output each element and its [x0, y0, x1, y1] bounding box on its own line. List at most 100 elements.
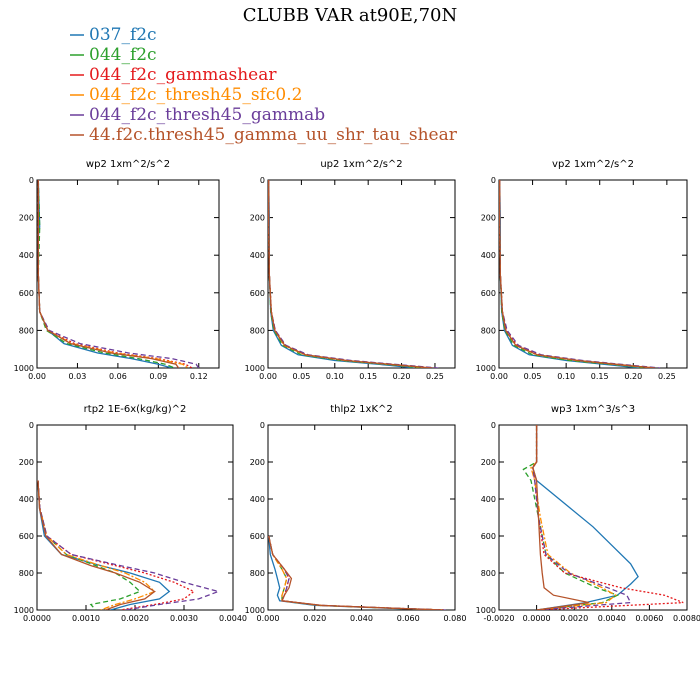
x-tick-label: 0.080 — [444, 614, 467, 623]
series-line-5 — [37, 480, 221, 610]
plot-frame — [267, 179, 456, 369]
x-tick-label: 0.09 — [149, 372, 167, 381]
y-tick-label: 800 — [250, 569, 265, 578]
x-tick-label: 0.0020 — [121, 614, 149, 623]
plot-frame — [498, 424, 688, 611]
x-tick-label: 0.03 — [69, 372, 87, 381]
series-line-5 — [37, 180, 200, 368]
y-tick-label: 200 — [19, 458, 34, 467]
y-tick-label: 1000 — [245, 606, 265, 615]
y-tick-label: 400 — [481, 251, 496, 260]
x-tick-label: 0.020 — [303, 614, 326, 623]
series-line-4 — [268, 180, 429, 368]
series-line-2 — [37, 180, 175, 368]
y-tick-label: 400 — [19, 495, 34, 504]
chart-title: CLUBB VAR at90E,70N — [243, 5, 458, 26]
x-tick-label: 0.0000 — [523, 614, 551, 623]
series-line-4 — [499, 180, 654, 368]
series-line-3 — [268, 535, 446, 610]
x-tick-label: 0.00 — [259, 372, 277, 381]
x-tick-label: 0.12 — [190, 372, 208, 381]
x-tick-label: -0.0020 — [484, 614, 515, 623]
panel-title: wp2 1xm^2/s^2 — [86, 159, 170, 170]
y-tick-label: 800 — [19, 326, 34, 335]
series-line-1 — [499, 180, 641, 368]
plot-frame — [267, 424, 456, 611]
y-tick-label: 200 — [250, 214, 265, 223]
x-tick-label: 0.000 — [257, 614, 280, 623]
y-tick-label: 1000 — [14, 606, 34, 615]
series-line-4 — [37, 480, 156, 610]
y-tick-label: 400 — [19, 251, 34, 260]
y-tick-label: 800 — [481, 326, 496, 335]
series-line-6 — [37, 180, 180, 368]
series-line-2 — [268, 180, 422, 368]
y-tick-label: 1000 — [476, 364, 496, 373]
x-tick-label: 0.20 — [624, 372, 642, 381]
legend-label: 044_f2c_gammashear — [89, 65, 277, 85]
series-line-2 — [499, 180, 647, 368]
x-tick-label: 0.05 — [292, 372, 310, 381]
y-tick-label: 0 — [29, 176, 34, 185]
x-tick-label: 0.0060 — [635, 614, 663, 623]
series-line-1 — [268, 535, 444, 610]
legend-label: 44.f2c.thresh45_gamma_uu_shr_tau_shear — [89, 125, 458, 145]
series-line-5 — [268, 535, 446, 610]
y-tick-label: 0 — [260, 421, 265, 430]
y-tick-label: 600 — [19, 289, 34, 298]
x-tick-label: 0.060 — [397, 614, 420, 623]
x-tick-label: 0.10 — [557, 372, 575, 381]
x-tick-label: 0.0030 — [170, 614, 198, 623]
x-tick-label: 0.10 — [326, 372, 344, 381]
series-line-4 — [268, 535, 444, 610]
x-tick-label: 0.0020 — [560, 614, 588, 623]
y-tick-label: 1000 — [476, 606, 496, 615]
x-tick-label: 0.06 — [109, 372, 127, 381]
plot-frame — [36, 424, 234, 611]
series-line-6 — [532, 425, 590, 610]
series-line-3 — [499, 180, 657, 368]
panel-title: thlp2 1xK^2 — [330, 404, 393, 415]
y-tick-label: 0 — [491, 421, 496, 430]
panel-6: wp3 1xm^3/s^3 0 200 400 600 800 1000-0.0020 0.0… — [476, 404, 700, 623]
y-tick-label: 600 — [250, 532, 265, 541]
x-tick-label: 0.00 — [28, 372, 46, 381]
series-line-3 — [37, 480, 196, 610]
y-tick-label: 0 — [491, 176, 496, 185]
x-tick-label: 0.040 — [350, 614, 373, 623]
plot-frame — [36, 179, 220, 369]
x-tick-label: 0.25 — [426, 372, 444, 381]
x-tick-label: 0.0040 — [598, 614, 626, 623]
x-tick-label: 0.15 — [591, 372, 609, 381]
y-tick-label: 1000 — [245, 364, 265, 373]
series-line-4 — [530, 425, 617, 610]
x-tick-label: 0.00 — [490, 372, 508, 381]
x-tick-label: 0.0040 — [219, 614, 247, 623]
panel-title: wp3 1xm^3/s^3 — [551, 404, 635, 415]
y-tick-label: 400 — [481, 495, 496, 504]
series-line-1 — [268, 180, 415, 368]
series-line-2 — [522, 425, 620, 610]
panel-title: rtp2 1E-6x(kg/kg)^2 — [84, 404, 187, 415]
plot-frame — [498, 179, 688, 369]
panel-4: rtp2 1E-6x(kg/kg)^2020040060080010000.00… — [14, 404, 247, 623]
legend-label: 044_f2c_thresh45_gammab — [89, 105, 325, 125]
series-line-1 — [532, 425, 639, 610]
series-line-6 — [499, 180, 655, 368]
y-tick-label: 600 — [481, 289, 496, 298]
series-line-1 — [37, 480, 171, 610]
y-tick-label: 800 — [250, 326, 265, 335]
y-tick-label: 200 — [481, 214, 496, 223]
legend: 037_f2c044_f2c044_f2c_gammashear044_f2c_… — [70, 25, 458, 145]
y-tick-label: 0 — [260, 176, 265, 185]
x-tick-label: 0.25 — [658, 372, 676, 381]
panel-title: vp2 1xm^2/s^2 — [552, 159, 634, 170]
y-tick-label: 600 — [250, 289, 265, 298]
y-tick-label: 200 — [481, 458, 496, 467]
series-line-5 — [268, 180, 439, 368]
